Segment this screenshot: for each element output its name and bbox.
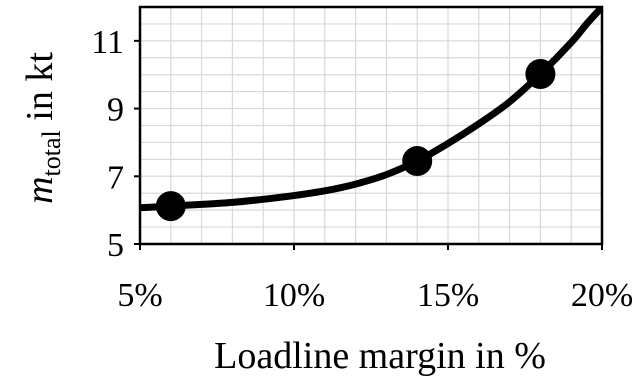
x-tick-label: 10% [263,277,325,314]
data-point-marker [402,146,433,177]
x-tick-label: 20% [571,277,633,314]
y-tick-label: 5 [107,227,124,264]
series-layer [140,7,602,222]
y-tick-label: 9 [107,92,124,129]
series-curve [140,7,602,212]
x-tick-label: 5% [117,277,162,314]
y-axis-symbol: m [19,176,61,203]
tick-labels: 5% 10% 15% 20% 5 7 9 11 [91,24,633,314]
y-tick-label: 11 [91,24,124,61]
x-axis-title: Loadline margin in % [214,335,546,377]
data-point-marker [155,191,186,222]
y-tick-label: 7 [107,159,124,196]
x-tick-label: 15% [417,277,479,314]
y-axis-title: mtotal in kt [19,52,66,204]
y-axis-suffix: in kt [19,52,61,131]
plot-frame [138,5,604,246]
grid [140,7,602,244]
y-axis-subscript: total [37,130,66,176]
data-point-marker [525,59,556,90]
